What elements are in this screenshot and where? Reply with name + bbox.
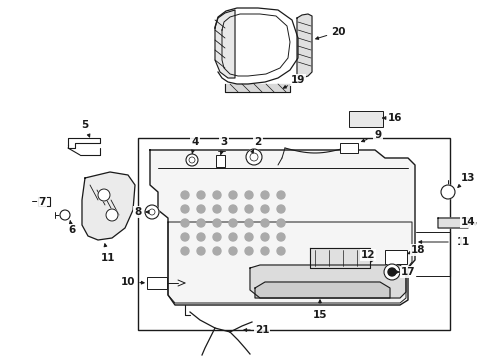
Text: 12: 12 [361, 250, 375, 260]
Circle shape [197, 205, 205, 213]
Bar [38, 197, 50, 206]
Circle shape [197, 247, 205, 255]
Circle shape [186, 154, 198, 166]
Circle shape [277, 205, 285, 213]
Circle shape [213, 233, 221, 241]
Circle shape [245, 233, 253, 241]
Circle shape [181, 247, 189, 255]
Bar [216, 155, 225, 167]
Circle shape [261, 247, 269, 255]
Circle shape [261, 205, 269, 213]
Circle shape [181, 191, 189, 199]
Text: 9: 9 [374, 130, 382, 140]
Circle shape [245, 247, 253, 255]
Circle shape [384, 264, 400, 280]
Polygon shape [215, 10, 235, 78]
Circle shape [213, 219, 221, 227]
Circle shape [261, 219, 269, 227]
Circle shape [213, 191, 221, 199]
Circle shape [145, 205, 159, 219]
Circle shape [229, 191, 237, 199]
Polygon shape [250, 265, 406, 298]
Circle shape [197, 191, 205, 199]
Text: 20: 20 [331, 27, 345, 37]
FancyBboxPatch shape [147, 277, 167, 289]
Circle shape [261, 233, 269, 241]
Text: 5: 5 [81, 120, 89, 130]
Text: 19: 19 [291, 75, 305, 85]
Text: 3: 3 [220, 137, 228, 147]
Circle shape [98, 189, 110, 201]
Text: 4: 4 [191, 137, 198, 147]
Circle shape [197, 233, 205, 241]
Circle shape [388, 268, 396, 276]
Text: 1: 1 [462, 237, 468, 247]
Circle shape [277, 219, 285, 227]
Polygon shape [297, 14, 312, 78]
Polygon shape [310, 248, 370, 268]
Circle shape [245, 191, 253, 199]
Circle shape [60, 210, 70, 220]
Text: 1: 1 [456, 237, 464, 247]
Text: 17: 17 [401, 267, 416, 277]
Circle shape [229, 219, 237, 227]
Circle shape [213, 205, 221, 213]
Polygon shape [225, 84, 290, 92]
Text: 6: 6 [69, 225, 75, 235]
Polygon shape [150, 150, 415, 305]
Circle shape [277, 247, 285, 255]
Text: 14: 14 [461, 217, 475, 227]
Bar [138, 138, 450, 330]
Circle shape [261, 191, 269, 199]
Polygon shape [438, 218, 472, 228]
Circle shape [277, 191, 285, 199]
Circle shape [229, 247, 237, 255]
Circle shape [213, 247, 221, 255]
Text: 8: 8 [134, 207, 142, 217]
Circle shape [245, 219, 253, 227]
Circle shape [181, 233, 189, 241]
Polygon shape [82, 172, 135, 240]
Circle shape [106, 209, 118, 221]
Circle shape [197, 219, 205, 227]
Circle shape [181, 205, 189, 213]
Text: 18: 18 [411, 245, 425, 255]
Text: 10: 10 [121, 277, 135, 287]
Text: 2: 2 [254, 137, 262, 147]
Text: 7: 7 [38, 197, 46, 207]
Text: 21: 21 [255, 325, 269, 335]
Bar [340, 143, 358, 153]
Bar [385, 250, 407, 264]
Text: 15: 15 [313, 310, 327, 320]
FancyBboxPatch shape [349, 111, 383, 127]
Text: 11: 11 [101, 253, 115, 263]
Circle shape [245, 205, 253, 213]
Text: 16: 16 [388, 113, 402, 123]
Polygon shape [255, 282, 390, 298]
Text: 13: 13 [461, 173, 475, 183]
Circle shape [441, 185, 455, 199]
Circle shape [229, 205, 237, 213]
Circle shape [246, 149, 262, 165]
Circle shape [181, 219, 189, 227]
Circle shape [229, 233, 237, 241]
Circle shape [277, 233, 285, 241]
